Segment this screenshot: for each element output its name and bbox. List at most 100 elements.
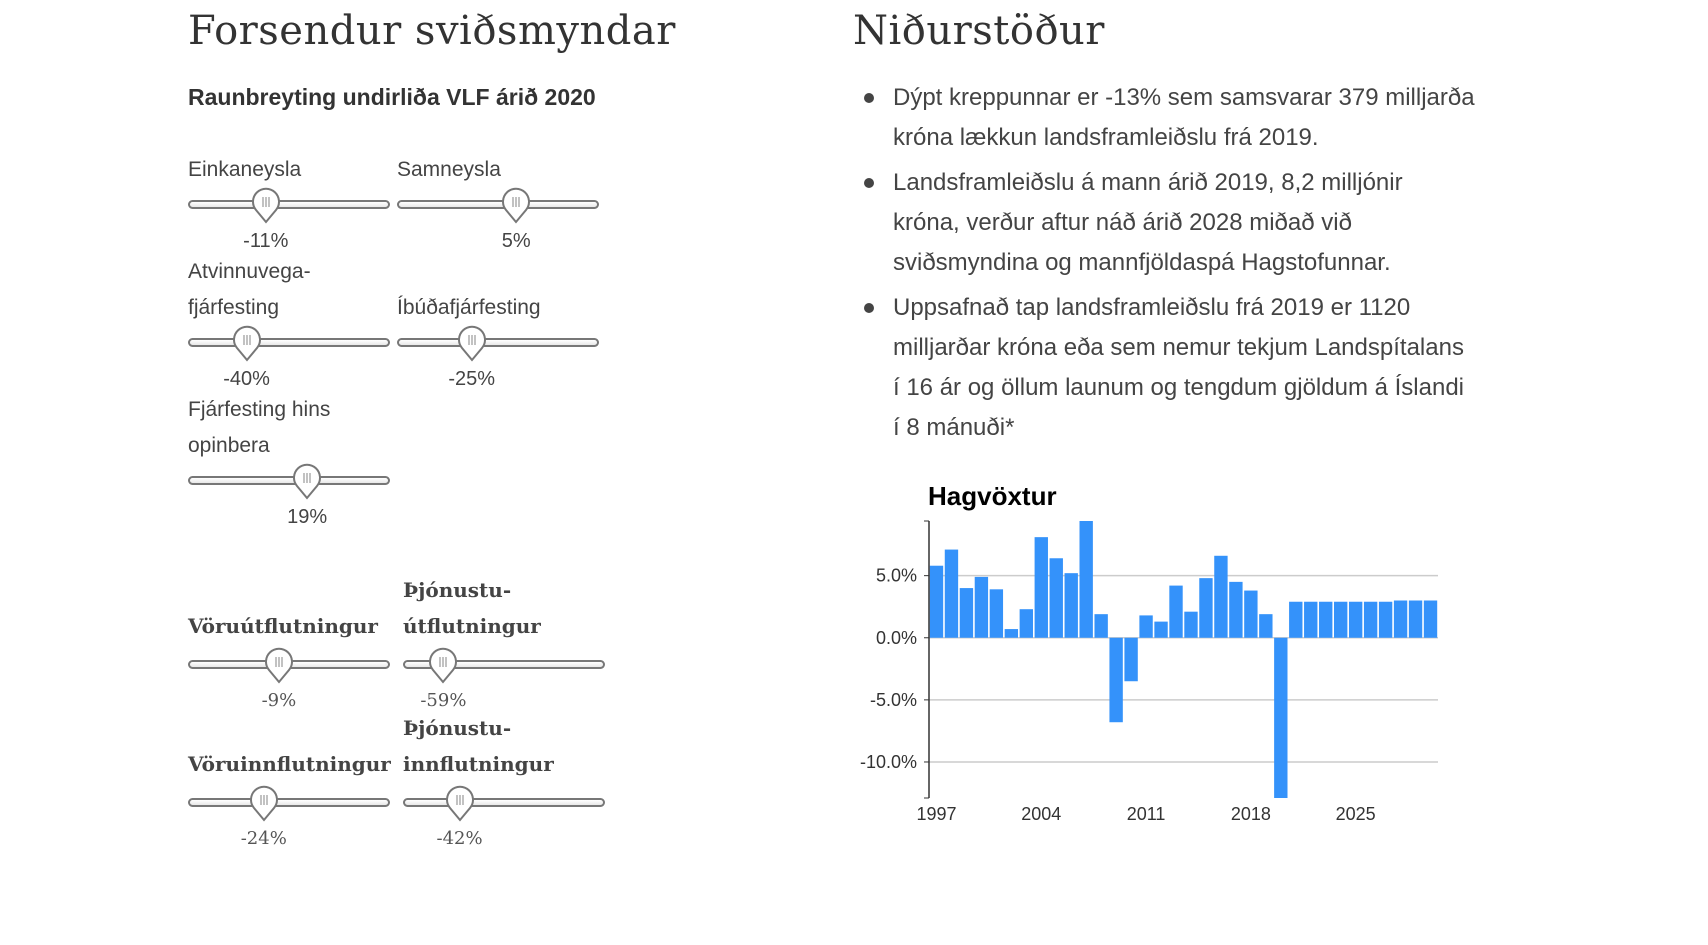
slider[interactable]: -25% bbox=[397, 324, 599, 390]
slider-handle[interactable] bbox=[249, 784, 278, 822]
y-tick-label: 5.0% bbox=[876, 566, 917, 586]
slider-handle[interactable] bbox=[293, 462, 322, 500]
slider-handle[interactable] bbox=[457, 324, 486, 362]
slider[interactable]: -9% bbox=[188, 646, 390, 711]
slider-handle[interactable] bbox=[232, 324, 261, 362]
bar-2018 bbox=[1244, 590, 1258, 638]
slider-label: Þjónustu- bbox=[403, 578, 512, 602]
slider-handle[interactable] bbox=[502, 186, 531, 224]
bar-2003 bbox=[1019, 609, 1033, 638]
slider-track[interactable] bbox=[397, 200, 599, 209]
bar-2024 bbox=[1334, 601, 1348, 638]
slider-value: -24% bbox=[240, 828, 287, 849]
bar-2019 bbox=[1259, 614, 1273, 638]
bullet-text: Dýpt kreppunnar er -13% sem samsvarar 37… bbox=[893, 84, 1475, 151]
bar-2011 bbox=[1139, 615, 1153, 638]
bar-2010 bbox=[1124, 637, 1138, 682]
slider-track[interactable] bbox=[188, 338, 390, 347]
slider-handle[interactable] bbox=[264, 646, 293, 684]
slider-value: 19% bbox=[287, 506, 328, 528]
bar-2022 bbox=[1304, 601, 1318, 638]
slider-track[interactable] bbox=[188, 476, 390, 485]
bar-2015 bbox=[1199, 578, 1213, 638]
bullet-text: Landsframleiðslu á mann árið 2019, 8,2 m… bbox=[893, 169, 1403, 276]
bar-1998 bbox=[944, 549, 959, 638]
bullet-text: Uppsafnað tap landsframleiðslu frá 2019 … bbox=[893, 294, 1465, 441]
bar-2026 bbox=[1363, 601, 1378, 638]
slider[interactable]: 19% bbox=[188, 462, 390, 528]
bar-2023 bbox=[1319, 601, 1333, 638]
slider-value: -25% bbox=[448, 368, 496, 390]
bar-2017 bbox=[1229, 581, 1243, 638]
slider[interactable]: 5% bbox=[397, 186, 599, 252]
slider[interactable]: -59% bbox=[403, 646, 605, 711]
left-title: Forsendur sviðsmyndar bbox=[188, 8, 676, 54]
x-tick-label: 2011 bbox=[1127, 804, 1166, 824]
bar-2020 bbox=[1274, 637, 1288, 798]
slider-label: Vöruútflutningur bbox=[188, 614, 378, 638]
bullet-icon bbox=[864, 178, 874, 188]
bar-2030 bbox=[1423, 600, 1438, 638]
slider-label: Vöruinnflutningur bbox=[188, 752, 391, 776]
left-subtitle: Raunbreyting undirliða VLF árið 2020 bbox=[188, 84, 596, 110]
y-tick-label: -10.0% bbox=[860, 752, 917, 772]
slider-handle[interactable] bbox=[445, 784, 474, 822]
bar-2004 bbox=[1034, 537, 1048, 638]
bar-2014 bbox=[1184, 611, 1198, 638]
bar-2029 bbox=[1408, 600, 1423, 638]
bar-2012 bbox=[1154, 621, 1168, 638]
slider-track[interactable] bbox=[188, 200, 390, 209]
result-bullet: Dýpt kreppunnar er -13% sem samsvarar 37… bbox=[855, 78, 1475, 158]
result-bullet: Landsframleiðslu á mann árið 2019, 8,2 m… bbox=[855, 163, 1475, 283]
slider-track[interactable] bbox=[403, 660, 605, 669]
slider-handle[interactable] bbox=[429, 646, 458, 684]
slider-label: Þjónustu- bbox=[403, 716, 512, 740]
slider-value: 5% bbox=[501, 230, 531, 252]
slider-value: -40% bbox=[223, 368, 270, 390]
bullet-icon bbox=[864, 93, 874, 103]
bullet-icon bbox=[864, 303, 874, 313]
slider-value: -42% bbox=[436, 828, 483, 849]
bar-2009 bbox=[1109, 637, 1123, 723]
slider-label: Fjárfesting hins bbox=[188, 398, 331, 421]
bar-2013 bbox=[1169, 585, 1183, 638]
bar-2001 bbox=[989, 589, 1004, 638]
slider-label: útflutningur bbox=[403, 614, 541, 638]
bar-2021 bbox=[1289, 601, 1303, 638]
bar-1999 bbox=[959, 588, 974, 638]
results-list: Dýpt kreppunnar er -13% sem samsvarar 37… bbox=[855, 78, 1475, 453]
slider-label: Atvinnuvega- bbox=[188, 260, 311, 283]
bar-2000 bbox=[974, 576, 989, 638]
slider-label: opinbera bbox=[188, 434, 270, 457]
bar-2005 bbox=[1049, 558, 1063, 638]
bar-2028 bbox=[1393, 600, 1408, 638]
x-tick-label: 2025 bbox=[1336, 804, 1376, 824]
bar-2006 bbox=[1064, 573, 1078, 638]
x-tick-label: 1997 bbox=[916, 804, 956, 824]
bar-2008 bbox=[1094, 614, 1108, 638]
slider-label: Íbúðafjárfesting bbox=[397, 296, 541, 319]
slider-label: innflutningur bbox=[403, 752, 554, 776]
slider-value: -9% bbox=[261, 690, 297, 711]
slider[interactable]: -24% bbox=[188, 784, 390, 849]
slider[interactable]: -42% bbox=[403, 784, 605, 849]
slider-track[interactable] bbox=[188, 798, 390, 807]
y-tick-label: 0.0% bbox=[876, 628, 917, 648]
bar-2007 bbox=[1079, 521, 1093, 638]
bar-2025 bbox=[1348, 601, 1363, 638]
slider[interactable]: -40% bbox=[188, 324, 390, 390]
bar-2016 bbox=[1214, 555, 1228, 638]
slider-handle[interactable] bbox=[251, 186, 280, 224]
bar-2027 bbox=[1378, 601, 1393, 638]
y-tick-label: -5.0% bbox=[870, 690, 917, 710]
x-tick-label: 2004 bbox=[1021, 804, 1061, 824]
bar-2002 bbox=[1004, 629, 1019, 638]
slider[interactable]: -11% bbox=[188, 186, 390, 252]
slider-track[interactable] bbox=[397, 338, 599, 347]
growth-bar-chart: 5.0% 0.0% -5.0% -10.0% 1997 2004 2011 2018 2025 bbox=[860, 520, 1438, 824]
slider-track[interactable] bbox=[403, 798, 605, 807]
right-title: Niðurstöður bbox=[853, 8, 1105, 54]
result-bullet: Uppsafnað tap landsframleiðslu frá 2019 … bbox=[855, 288, 1475, 448]
slider-label: Samneysla bbox=[397, 158, 501, 181]
bar-1997 bbox=[929, 565, 944, 638]
